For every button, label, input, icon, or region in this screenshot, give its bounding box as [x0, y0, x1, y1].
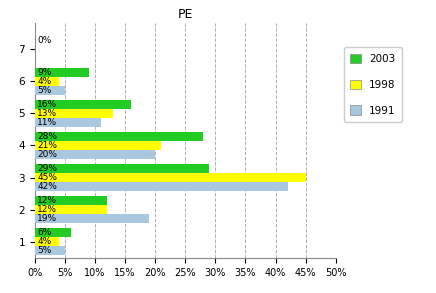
Text: 5%: 5% [37, 246, 51, 255]
Bar [35, 141, 161, 150]
Bar [35, 150, 155, 159]
Bar [35, 109, 113, 118]
Text: 42%: 42% [37, 182, 57, 191]
Bar [35, 246, 65, 255]
Text: 13%: 13% [37, 109, 58, 118]
Bar [35, 228, 71, 237]
Bar [35, 86, 65, 95]
Text: 45%: 45% [37, 173, 57, 182]
Text: 20%: 20% [37, 150, 57, 159]
Text: 5%: 5% [37, 86, 51, 95]
Bar [35, 100, 131, 109]
Legend: 2003, 1998, 1991: 2003, 1998, 1991 [344, 47, 402, 122]
Bar [35, 182, 288, 191]
Bar [35, 205, 107, 214]
Title: PE: PE [177, 8, 193, 21]
Bar [35, 68, 89, 77]
Bar [35, 164, 209, 173]
Text: 12%: 12% [37, 205, 57, 214]
Text: 29%: 29% [37, 164, 57, 173]
Text: 16%: 16% [37, 100, 58, 109]
Bar [35, 132, 203, 141]
Text: 19%: 19% [37, 214, 58, 223]
Text: 9%: 9% [37, 68, 51, 77]
Text: 6%: 6% [37, 228, 51, 237]
Bar [35, 173, 306, 182]
Bar [35, 237, 59, 246]
Text: 12%: 12% [37, 196, 57, 205]
Text: 4%: 4% [37, 237, 51, 246]
Bar [35, 77, 59, 86]
Text: 28%: 28% [37, 132, 57, 141]
Text: 11%: 11% [37, 118, 58, 127]
Bar [35, 118, 101, 127]
Bar [35, 196, 107, 205]
Text: 21%: 21% [37, 141, 57, 150]
Text: 0%: 0% [37, 36, 51, 45]
Bar [35, 214, 149, 223]
Text: 4%: 4% [37, 77, 51, 86]
